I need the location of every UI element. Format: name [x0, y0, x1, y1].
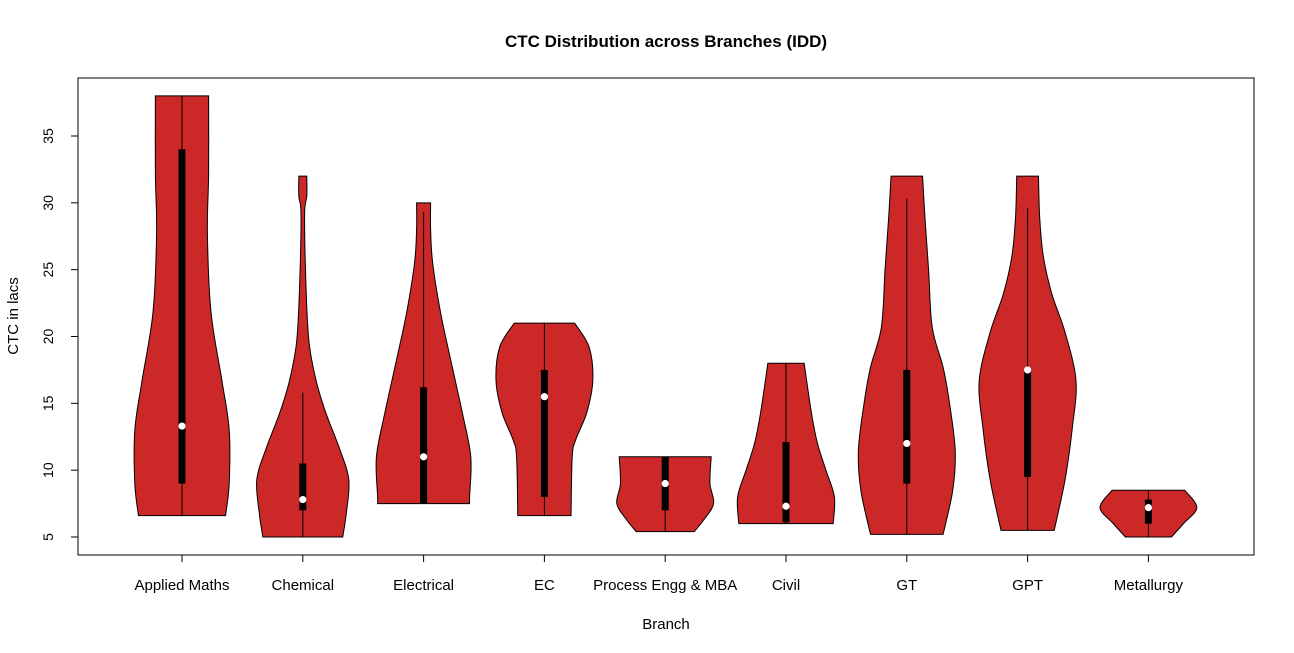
median-point	[782, 502, 790, 510]
violin-civil	[736, 362, 836, 525]
y-tick-label: 30	[40, 195, 56, 211]
median-point	[1144, 503, 1152, 512]
median-point	[1024, 366, 1032, 374]
median-point	[299, 495, 307, 504]
violin-electrical	[375, 202, 472, 505]
y-axis-label: CTC in lacs	[5, 277, 22, 355]
median-point	[540, 393, 549, 401]
iqr-box	[299, 463, 307, 511]
violin-process-engg-mba	[616, 456, 715, 533]
violin-gt	[857, 175, 956, 535]
y-tick-label: 25	[40, 262, 56, 278]
median-point	[903, 439, 911, 448]
y-tick-label: 35	[40, 128, 56, 144]
iqr-box	[1144, 499, 1152, 524]
y-tick-label: 15	[40, 395, 56, 411]
plot-frame	[77, 77, 1255, 556]
x-tick-label: Metallurgy	[1114, 577, 1184, 594]
median-point	[420, 453, 428, 461]
violin-body	[256, 175, 350, 538]
x-axis-label: Branch	[642, 616, 690, 633]
iqr-box	[1024, 369, 1032, 477]
median-point	[661, 479, 669, 488]
x-tick-label: GT	[896, 577, 917, 594]
violin-ec	[495, 322, 594, 517]
chart-title: CTC Distribution across Branches (IDD)	[505, 32, 827, 51]
median-point	[178, 422, 186, 430]
iqr-box	[178, 149, 186, 484]
x-tick-label: GPT	[1012, 577, 1043, 594]
violin-metallurgy	[1099, 489, 1198, 538]
iqr-box	[903, 369, 911, 484]
x-tick-label: Process Engg & MBA	[593, 577, 737, 594]
x-tick-label: Electrical	[393, 577, 454, 594]
violin-gpt	[978, 175, 1077, 531]
violin-chemical	[256, 175, 350, 538]
x-tick-label: Chemical	[272, 577, 335, 594]
x-tick-label: Applied Maths	[134, 577, 229, 594]
violins	[133, 95, 1198, 538]
y-tick-label: 20	[40, 329, 56, 345]
iqr-box	[420, 387, 428, 504]
y-tick-label: 5	[40, 533, 56, 541]
x-axis: Applied Maths Chemical Electrical EC Process…	[134, 554, 1184, 594]
y-tick-label: 10	[40, 462, 56, 478]
y-axis: 5 10 15 20 25 30 35	[40, 128, 79, 541]
x-tick-label: Civil	[772, 577, 800, 594]
x-tick-label: EC	[534, 577, 555, 594]
iqr-box	[782, 442, 790, 523]
iqr-box	[540, 369, 548, 497]
violin-applied-maths	[133, 95, 231, 517]
